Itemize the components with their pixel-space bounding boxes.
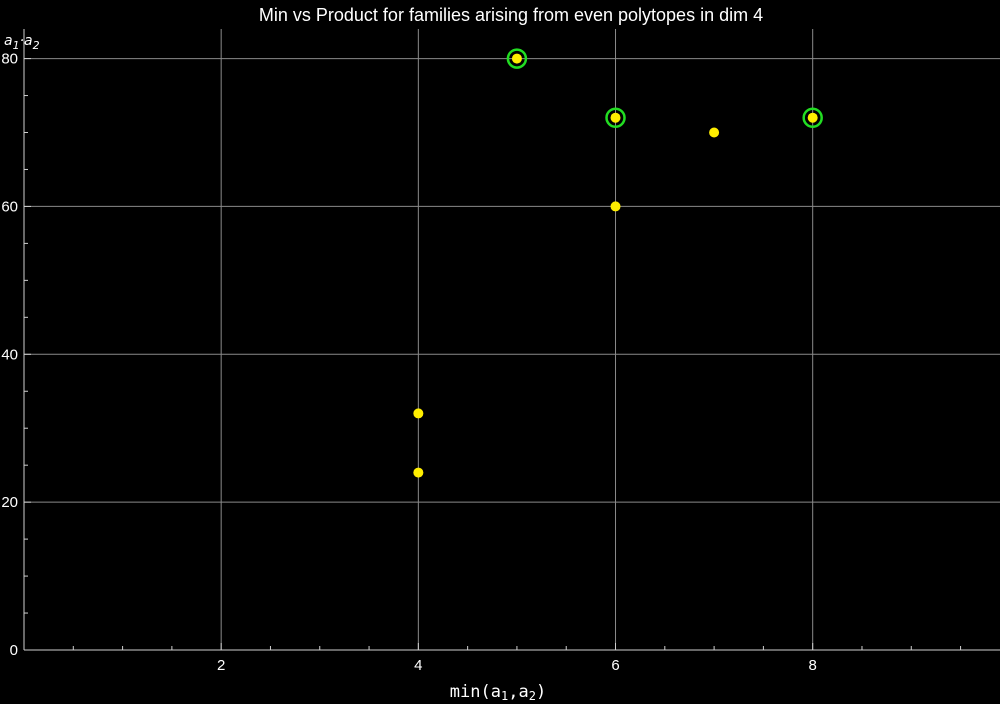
data-point xyxy=(413,408,424,419)
chart-title: Min vs Product for families arising from… xyxy=(259,5,763,25)
highlight-ring xyxy=(605,107,626,128)
data-point xyxy=(610,201,621,212)
y-tick-label: 40 xyxy=(1,346,18,363)
x-axis-label: min(a1,a2) xyxy=(450,682,546,703)
grid-lines xyxy=(24,29,1000,650)
x-tick-label: 2 xyxy=(217,657,225,674)
y-tick-label: 60 xyxy=(1,198,18,215)
x-tick-label: 4 xyxy=(414,657,422,674)
y-tick-label: 0 xyxy=(10,642,18,659)
data-point xyxy=(610,112,621,123)
y-axis-label: a1·a2 xyxy=(4,33,40,52)
data-point xyxy=(413,467,424,478)
data-point xyxy=(709,127,720,138)
x-tick-label: 6 xyxy=(611,657,619,674)
highlight-ring xyxy=(506,48,528,69)
highlight-ring xyxy=(802,107,823,128)
x-tick-label: 8 xyxy=(809,657,817,674)
y-tick-label: 80 xyxy=(1,51,18,68)
axes xyxy=(23,29,1000,651)
data-point xyxy=(511,53,522,64)
y-tick-label: 20 xyxy=(1,494,18,511)
data-points xyxy=(413,48,823,478)
data-point xyxy=(807,112,818,123)
